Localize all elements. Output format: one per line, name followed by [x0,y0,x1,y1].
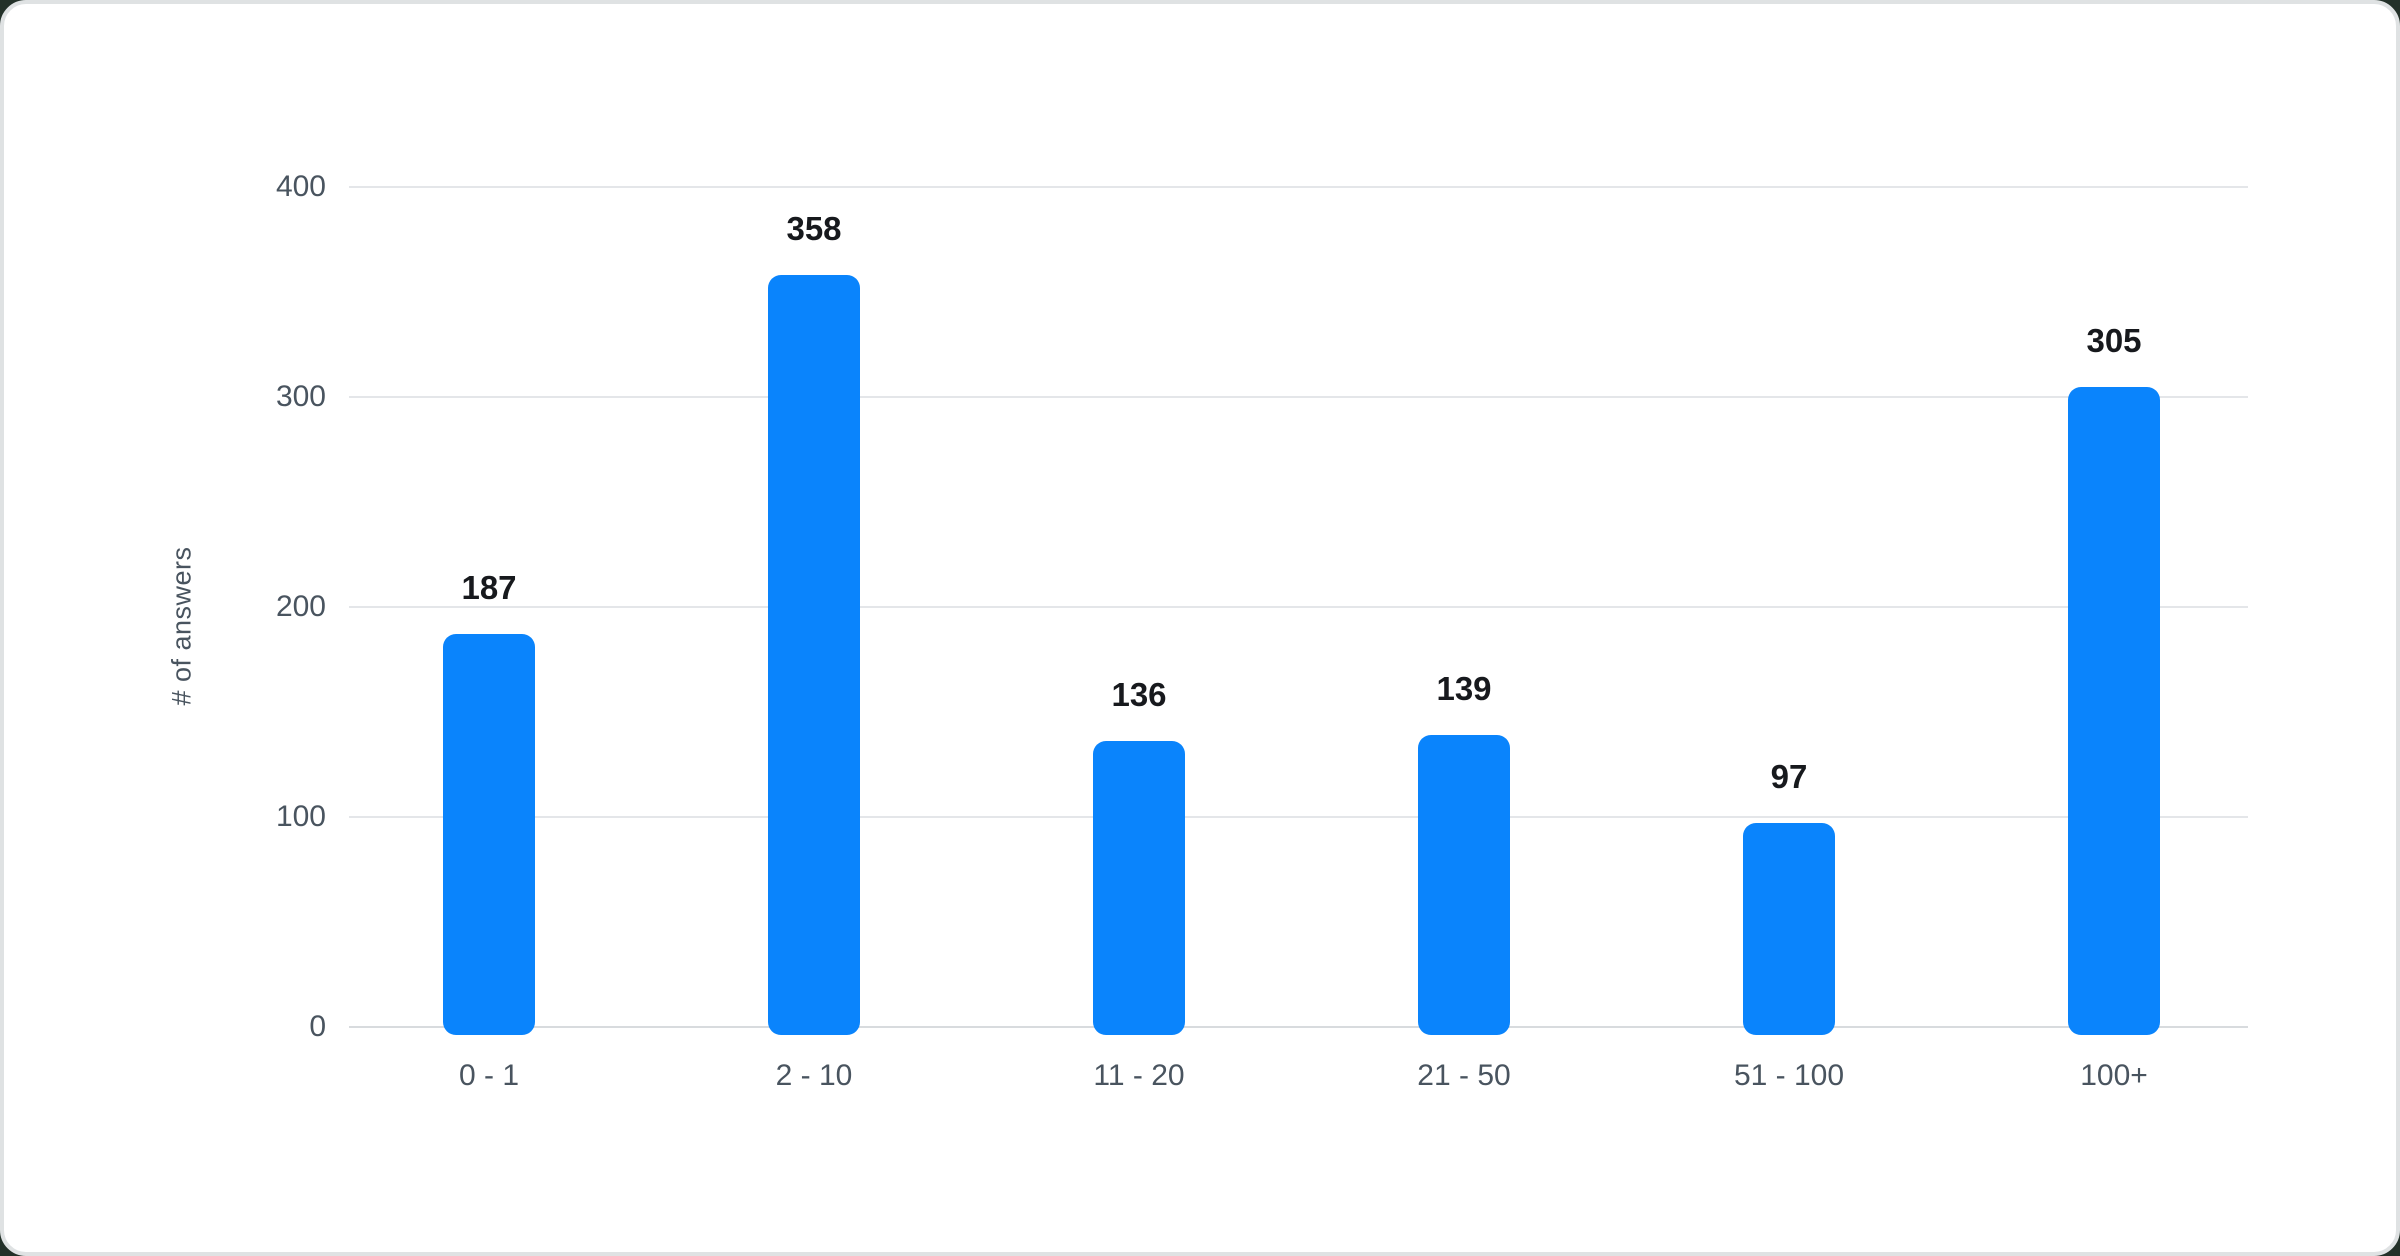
x-tick-label: 100+ [2080,1059,2148,1092]
bar-value-label: 97 [1770,758,1808,796]
bar-value-label: 187 [461,569,517,607]
bar-2-10 [768,275,860,1035]
y-axis-title: # of answers [166,546,197,706]
bar-value-label: 139 [1436,670,1492,708]
bar-0-1 [443,634,535,1035]
bar-21-50 [1418,735,1510,1035]
x-tick-label: 11 - 20 [1093,1059,1185,1092]
gridline-y-200 [349,606,2248,608]
plot-area: # of answers 0 100 200 300 400 187 0 - 1 358 2 … [4,4,2396,1252]
bar-100+ [2068,386,2160,1035]
bar-value-label: 305 [2086,321,2142,359]
x-tick-label: 51 - 100 [1733,1059,1845,1092]
y-tick-label-400: 400 [275,170,326,203]
bar-value-label: 136 [1111,676,1167,714]
x-tick-label: 21 - 50 [1417,1059,1511,1092]
x-tick-label: 2 - 10 [775,1059,853,1092]
y-tick-label-300: 300 [275,380,326,413]
bar-11-20 [1093,741,1185,1035]
y-tick-label-100: 100 [275,800,326,833]
y-tick-label-200: 200 [275,590,326,623]
y-tick-label-0: 0 [309,1010,326,1043]
gridline-y-100 [349,816,2248,818]
x-tick-label: 0 - 1 [458,1059,520,1092]
gridline-y-0 [349,1026,2248,1028]
gridline-y-300 [349,396,2248,398]
gridline-y-400 [349,186,2248,188]
bar-value-label: 358 [786,210,842,248]
bar-51-100 [1743,823,1835,1035]
